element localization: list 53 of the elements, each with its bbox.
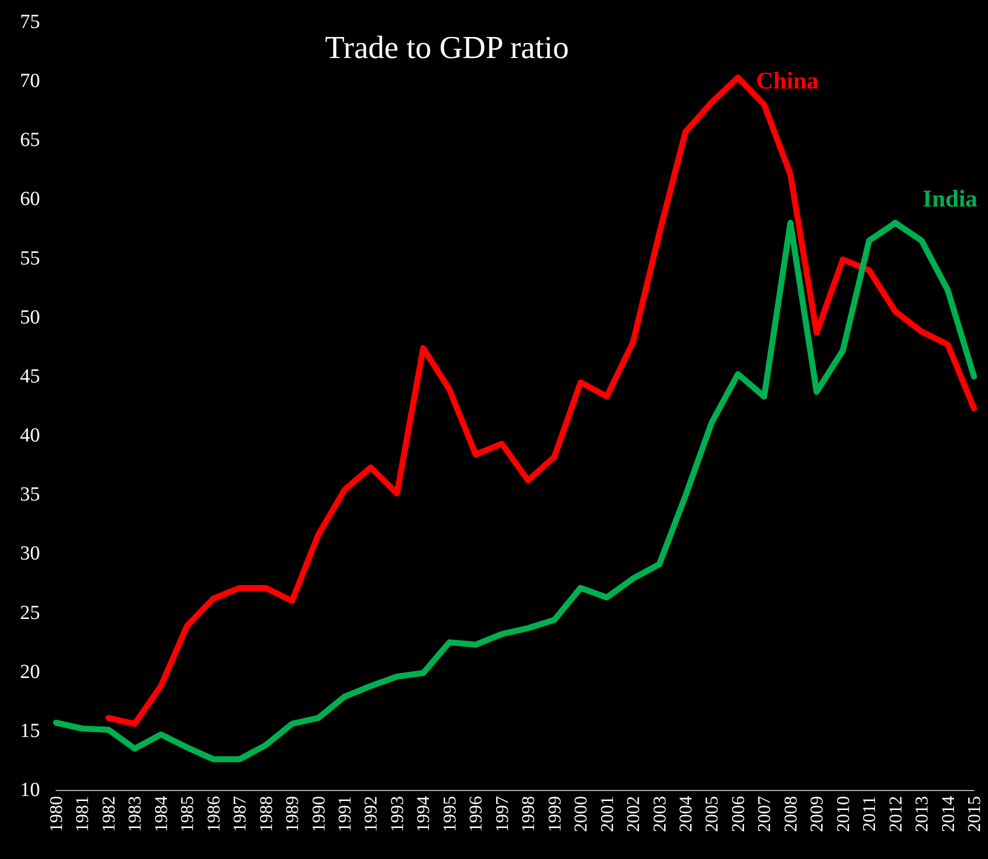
y-tick-label: 40 (20, 424, 40, 447)
y-tick-label: 65 (20, 129, 40, 152)
y-tick-label: 55 (20, 247, 40, 270)
x-tick-label: 1991 (334, 796, 355, 832)
y-tick-label: 20 (20, 660, 40, 683)
x-tick-label: 2004 (675, 796, 696, 832)
x-tick-label: 1988 (256, 796, 276, 832)
x-tick-label: 2013 (912, 796, 932, 832)
x-tick-label: 2012 (885, 796, 906, 832)
y-tick-label: 10 (20, 779, 40, 801)
x-tick-label: 2015 (964, 796, 984, 832)
y-tick-label: 75 (20, 11, 40, 33)
series-label: China (756, 68, 819, 95)
x-tick-label: 1997 (492, 796, 512, 832)
x-tick-label: 1994 (413, 796, 434, 832)
x-tick-label: 1982 (98, 796, 118, 832)
x-tick-label: 1980 (46, 796, 66, 832)
x-tick-label: 2003 (649, 796, 670, 832)
y-tick-label: 45 (20, 365, 40, 388)
x-tick-label: 2009 (806, 796, 827, 832)
x-tick-label: 2008 (780, 796, 800, 832)
y-tick-label: 70 (20, 70, 40, 92)
x-tick-label: 1993 (386, 796, 407, 832)
x-tick-label: 2001 (596, 796, 617, 832)
y-tick-label: 15 (20, 720, 40, 742)
x-tick-label: 2002 (623, 796, 644, 832)
x-tick-label: 1999 (544, 796, 564, 832)
x-tick-label: 2011 (859, 796, 880, 832)
x-tick-label: 1996 (466, 796, 486, 832)
y-tick-label: 30 (20, 542, 40, 565)
x-tick-label: 1981 (72, 796, 92, 832)
x-tick-label: 2007 (754, 796, 774, 832)
chart-title: Trade to GDP ratio (325, 29, 569, 65)
x-tick-label: 2000 (570, 796, 591, 832)
x-tick-label: 1990 (308, 796, 328, 832)
y-tick-label: 25 (20, 602, 40, 624)
x-tick-label: 2005 (702, 796, 722, 832)
series-label: India (922, 186, 978, 212)
x-tick-label: 2014 (938, 796, 958, 832)
x-tick-label: 1986 (203, 796, 224, 832)
x-tick-label: 2006 (728, 796, 748, 832)
x-tick-label: 1985 (177, 796, 198, 832)
x-tick-label: 1983 (124, 796, 145, 832)
y-tick-label: 60 (20, 188, 40, 210)
x-tick-label: 1987 (230, 796, 250, 832)
x-tick-label: 1989 (282, 796, 302, 832)
x-tick-label: 2010 (832, 796, 853, 832)
x-tick-label: 1984 (150, 796, 171, 832)
y-tick-label: 50 (20, 306, 40, 328)
y-tick-label: 35 (20, 484, 40, 506)
x-tick-label: 1992 (360, 796, 381, 832)
x-tick-label: 1998 (518, 796, 538, 832)
x-tick-label: 1995 (439, 796, 460, 832)
